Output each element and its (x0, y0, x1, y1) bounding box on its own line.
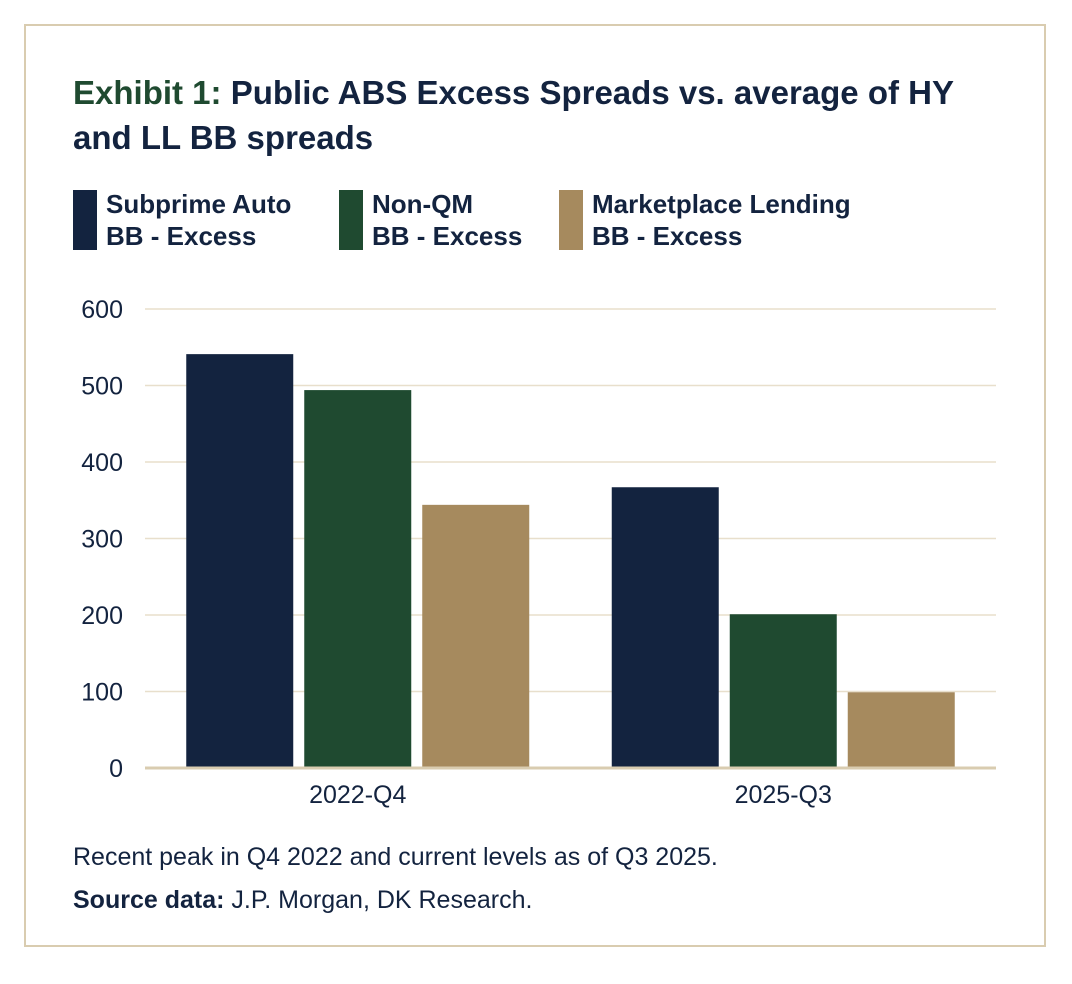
bar (186, 354, 294, 768)
x-tick-label: 2025-Q3 (735, 781, 832, 809)
exhibit-label: Exhibit 1: (73, 74, 222, 111)
y-tick-label: 300 (81, 526, 123, 554)
source-text: J.P. Morgan, DK Research. (224, 886, 533, 914)
legend-label-subprime-auto: Subprime Auto BB - Excess (106, 188, 291, 252)
y-tick-label: 500 (81, 373, 123, 401)
source-label: Source data: (73, 886, 225, 914)
legend-swatch-marketplace-lending (559, 190, 583, 250)
bar (304, 390, 412, 768)
x-tick-label: 2022-Q4 (309, 781, 406, 809)
legend-label-line1: Subprime Auto (106, 189, 292, 219)
legend-label-non-qm: Non-QM BB - Excess (372, 188, 522, 252)
y-tick-label: 0 (109, 755, 123, 783)
legend-swatch-non-qm (339, 190, 363, 250)
bar (611, 487, 719, 768)
legend-label-line1: Non-QM (372, 189, 474, 219)
source-line: Source data: J.P. Morgan, DK Research. (73, 884, 532, 916)
y-tick-label: 100 (81, 679, 123, 707)
chart-title-text: Public ABS Excess Spreads vs. average of… (73, 74, 954, 156)
legend-swatch-subprime-auto (73, 190, 97, 250)
chart-title: Exhibit 1: Public ABS Excess Spreads vs.… (73, 70, 1003, 160)
y-tick-label: 400 (81, 449, 123, 477)
bar (422, 504, 530, 768)
bar (729, 614, 837, 768)
y-tick-label: 600 (81, 296, 123, 324)
legend-label-line2: BB - Excess (592, 221, 743, 251)
bar (847, 692, 955, 768)
chart-note: Recent peak in Q4 2022 and current level… (73, 843, 718, 871)
legend-label-line2: BB - Excess (106, 221, 257, 251)
legend-label-line1: Marketplace Lending (592, 189, 851, 219)
legend-label-marketplace-lending: Marketplace Lending BB - Excess (592, 188, 851, 252)
y-tick-label: 200 (81, 602, 123, 630)
legend-label-line2: BB - Excess (372, 221, 523, 251)
